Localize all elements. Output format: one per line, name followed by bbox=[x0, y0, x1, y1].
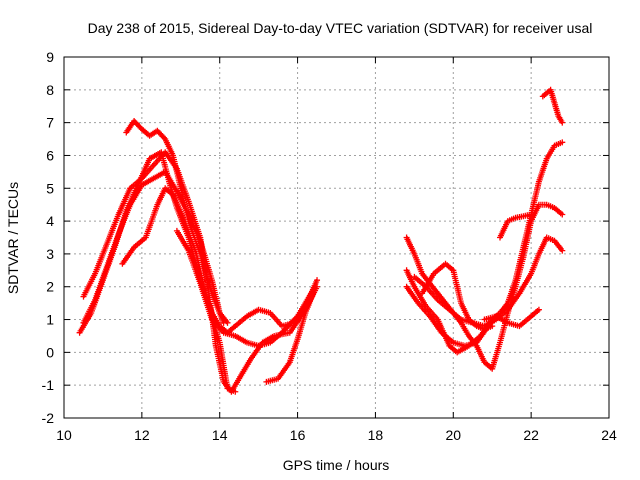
y-tick-label: 4 bbox=[46, 213, 54, 229]
plus-marks bbox=[123, 118, 227, 326]
x-tick-label: 18 bbox=[368, 427, 384, 443]
series-track-g bbox=[263, 290, 317, 385]
series-track-n bbox=[497, 211, 535, 241]
plus-marks bbox=[497, 211, 535, 241]
y-tick-label: 1 bbox=[46, 312, 54, 328]
y-tick-label: 6 bbox=[46, 147, 54, 163]
plus-marks bbox=[481, 306, 542, 330]
x-tick-label: 14 bbox=[212, 427, 228, 443]
data-marks bbox=[76, 86, 566, 395]
series-track-d bbox=[123, 118, 227, 326]
y-tick-label: 9 bbox=[46, 49, 54, 65]
plus-marks bbox=[263, 290, 317, 385]
series-track-m bbox=[481, 306, 542, 330]
x-axis-label: GPS time / hours bbox=[283, 457, 390, 473]
y-tick-label: -1 bbox=[42, 377, 55, 393]
x-tick-label: 12 bbox=[134, 427, 150, 443]
series-track-l bbox=[411, 234, 566, 330]
x-tick-label: 24 bbox=[601, 427, 617, 443]
x-tick-label: 22 bbox=[523, 427, 539, 443]
series-track-o bbox=[539, 86, 566, 126]
y-tick-label: 2 bbox=[46, 279, 54, 295]
x-tick-label: 20 bbox=[445, 427, 461, 443]
y-tick-label: 3 bbox=[46, 246, 54, 262]
y-tick-label: -2 bbox=[42, 410, 55, 426]
y-tick-label: 0 bbox=[46, 344, 54, 360]
y-tick-label: 8 bbox=[46, 82, 54, 98]
y-tick-label: 7 bbox=[46, 115, 54, 131]
chart-title: Day 238 of 2015, Sidereal Day-to-day VTE… bbox=[88, 20, 593, 36]
x-tick-label: 16 bbox=[290, 427, 306, 443]
plus-marks bbox=[119, 185, 239, 395]
plus-marks bbox=[539, 86, 566, 126]
y-tick-label: 5 bbox=[46, 180, 54, 196]
plot-frame bbox=[63, 56, 610, 419]
y-axis-label: SDTVAR / TECUs bbox=[5, 182, 21, 294]
plus-marks bbox=[411, 234, 566, 330]
series-track-f bbox=[173, 227, 317, 349]
plus-marks bbox=[173, 227, 317, 349]
x-tick-label: 10 bbox=[56, 427, 72, 443]
series-track-e bbox=[119, 185, 239, 395]
